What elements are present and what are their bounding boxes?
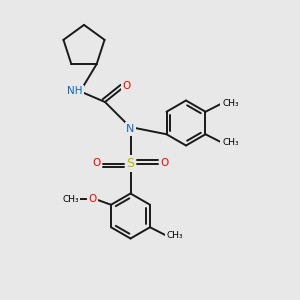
Text: O: O [122, 81, 131, 91]
Text: CH₃: CH₃ [62, 195, 79, 204]
Text: CH₃: CH₃ [222, 99, 239, 108]
Text: N: N [126, 124, 135, 134]
Text: O: O [160, 158, 169, 169]
Text: CH₃: CH₃ [167, 231, 183, 240]
Text: O: O [88, 194, 97, 204]
Text: CH₃: CH₃ [222, 138, 239, 147]
Text: NH: NH [67, 86, 83, 97]
Text: O: O [92, 158, 101, 169]
Text: S: S [127, 157, 134, 170]
